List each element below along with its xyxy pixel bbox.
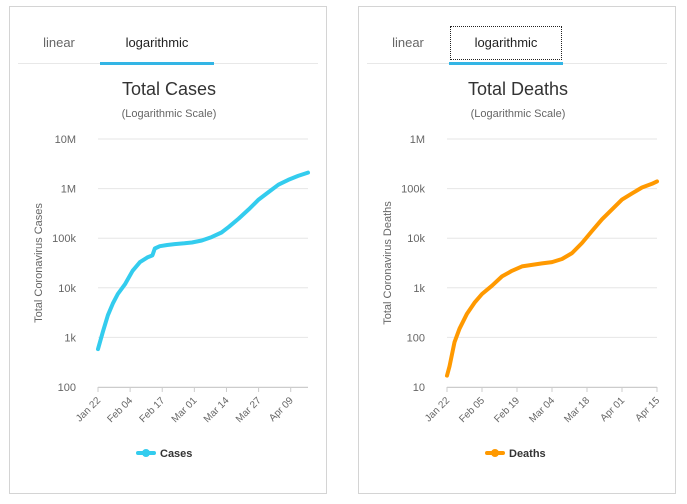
y-axis-label: Total Coronavirus Cases	[33, 203, 45, 323]
x-tick-label: Apr 15	[634, 395, 663, 424]
cases-chart: Total Cases (Logarithmic Scale) 100 1k 10k 10…	[33, 79, 310, 460]
y-tick-label: 1k	[413, 283, 425, 295]
series-line-deaths	[445, 179, 659, 378]
legend-swatch-marker	[142, 449, 150, 457]
x-tick-label: Apr 01	[599, 395, 628, 424]
cases-tab-bar: linear logarithmic	[18, 15, 318, 65]
x-tick-label: Mar 01	[170, 395, 200, 425]
y-tick-label: 1k	[64, 332, 76, 344]
chart-title: Total Cases	[122, 79, 216, 99]
legend-item[interactable]: Deaths	[485, 448, 546, 460]
x-tick-label: Feb 04	[105, 395, 135, 425]
chart-title: Total Deaths	[468, 79, 568, 99]
y-tick-label: 100	[58, 382, 76, 394]
y-tick-label: 1M	[61, 184, 76, 196]
legend-item[interactable]: Cases	[136, 448, 192, 460]
series-line-cases	[96, 170, 310, 352]
tab-logarithmic-label: logarithmic	[125, 35, 189, 50]
x-tick-label: Jan 22	[74, 395, 103, 424]
legend-label: Cases	[160, 448, 192, 460]
tab-logarithmic[interactable]: logarithmic	[449, 25, 563, 65]
chart-subtitle: (Logarithmic Scale)	[471, 108, 566, 120]
tab-logarithmic-label: logarithmic	[474, 35, 538, 50]
y-tick-label: 10	[413, 382, 425, 394]
y-tick-label: 1M	[410, 134, 425, 146]
x-tick-label: Mar 27	[234, 395, 264, 425]
chart-subtitle: (Logarithmic Scale)	[122, 108, 217, 120]
cases-panel: linear logarithmic Total Cases (Logarithm…	[9, 6, 327, 494]
legend-swatch-marker	[491, 449, 499, 457]
x-tick-label: Apr 09	[267, 395, 296, 424]
y-tick-label: 100	[407, 332, 425, 344]
y-tick-label: 10k	[407, 233, 425, 245]
deaths-panel: linear logarithmic Total Deaths (Logarith…	[358, 6, 676, 494]
deaths-tab-bar: linear logarithmic	[367, 15, 667, 65]
tab-linear[interactable]: linear	[43, 35, 75, 50]
y-tick-label: 10k	[58, 283, 76, 295]
y-axis-label: Total Coronavirus Deaths	[382, 201, 394, 325]
legend-label: Deaths	[509, 448, 546, 460]
x-tick-label: Mar 18	[562, 395, 592, 425]
x-tick-label: Mar 04	[527, 395, 557, 425]
x-tick-label: Mar 14	[202, 395, 232, 425]
y-tick-label: 100k	[52, 233, 76, 245]
deaths-chart: Total Deaths (Logarithmic Scale) 10 100 1k 10…	[382, 79, 663, 460]
x-tick-label: Feb 05	[457, 395, 487, 425]
y-tick-label: 100k	[401, 184, 425, 196]
active-tab-indicator	[100, 62, 214, 65]
x-tick-label: Jan 22	[423, 395, 452, 424]
active-tab-indicator	[449, 62, 563, 65]
x-tick-label: Feb 17	[138, 395, 168, 425]
y-tick-label: 10M	[55, 134, 76, 146]
tab-logarithmic[interactable]: logarithmic	[100, 25, 214, 65]
tab-linear[interactable]: linear	[392, 35, 424, 50]
x-tick-label: Feb 19	[492, 395, 522, 425]
